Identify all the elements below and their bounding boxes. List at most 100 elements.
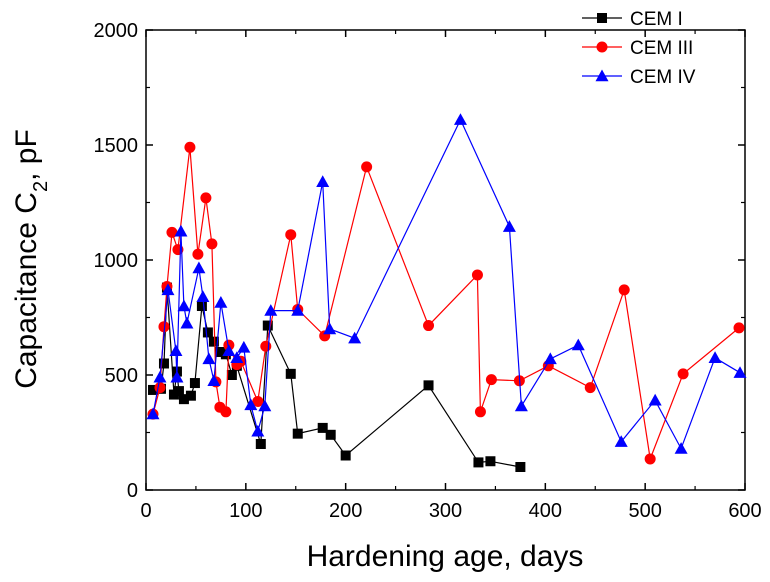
data-point-cem-iii	[733, 322, 745, 334]
data-point-cem-i	[340, 450, 351, 461]
data-point-cem-iv	[291, 304, 305, 316]
data-point-cem-iv	[348, 331, 362, 344]
y-axis-title: Capacitance C2, pF	[10, 129, 52, 389]
data-point-cem-iii	[220, 406, 232, 418]
data-point-cem-iv	[614, 435, 628, 447]
data-point-cem-iv	[222, 344, 236, 357]
data-point-cem-iv	[316, 175, 330, 187]
data-point-cem-iv	[648, 393, 662, 406]
data-point-cem-iii	[471, 269, 483, 281]
y-tick-label: 0	[127, 480, 138, 502]
series-line-cem-i	[152, 287, 521, 468]
data-point-cem-i	[173, 386, 184, 397]
y-tick-label: 500	[105, 365, 138, 387]
data-point-cem-iii	[154, 382, 166, 394]
series-cem-iv	[146, 113, 747, 454]
data-point-cem-iv	[153, 370, 167, 383]
legend-label-cem-iii: CEM III	[630, 38, 693, 59]
x-tick-label: 100	[229, 500, 262, 522]
data-point-cem-iv	[202, 352, 216, 365]
y-tick-label: 1500	[94, 135, 139, 157]
x-tick-label: 0	[140, 500, 151, 522]
data-point-cem-iv	[161, 283, 175, 296]
data-point-cem-iv	[733, 366, 747, 378]
y-tick-labels: 0 500 1000 1500 2000	[94, 20, 139, 502]
data-point-cem-iv	[214, 296, 228, 308]
data-point-cem-iii	[252, 395, 264, 407]
y-tick-label: 1000	[94, 250, 139, 272]
x-axis-title: Hardening age, days	[307, 540, 584, 573]
legend-label-cem-iv: CEM IV	[630, 67, 696, 88]
data-point-cem-iii	[618, 284, 630, 296]
data-point-cem-iv	[170, 370, 184, 383]
x-tick-label: 500	[628, 500, 661, 522]
data-point-cem-i	[185, 390, 196, 401]
data-point-cem-iv	[196, 290, 210, 302]
data-point-cem-iv	[258, 399, 272, 412]
y-tick-label: 2000	[94, 20, 139, 42]
y-axis-title-unit: , pF	[10, 129, 43, 181]
data-point-cem-iv	[169, 344, 183, 357]
data-point-cem-iv	[244, 398, 258, 411]
data-point-cem-i	[292, 428, 303, 439]
data-point-cem-iii	[184, 141, 196, 153]
data-point-cem-iv	[514, 399, 528, 412]
legend-marker-cem-iii	[596, 41, 608, 53]
data-point-cem-iii	[423, 320, 435, 332]
data-point-cem-iii	[200, 192, 212, 204]
axes-frame	[145, 29, 746, 491]
data-point-cem-iii	[644, 453, 656, 465]
data-point-cem-i	[285, 368, 296, 379]
data-point-cem-iii	[485, 374, 497, 386]
data-point-cem-iii	[192, 248, 204, 260]
y-axis-title-main: Capacitance C	[10, 192, 43, 389]
data-point-cem-iv	[453, 113, 467, 125]
x-tick-label: 200	[329, 500, 362, 522]
data-point-cem-iv	[571, 338, 585, 351]
data-point-cem-iv	[177, 299, 191, 312]
data-point-cem-i	[158, 358, 169, 369]
series-cem-iii	[147, 141, 745, 465]
data-point-cem-iv	[207, 374, 221, 386]
data-point-cem-i	[325, 429, 336, 440]
data-point-cem-iii	[361, 161, 373, 173]
data-point-cem-i	[515, 462, 526, 472]
legend-item-cem-i: CEM I	[582, 9, 683, 30]
data-point-cem-i	[214, 347, 225, 357]
legend-label-cem-i: CEM I	[630, 9, 683, 30]
data-point-cem-i	[255, 439, 266, 449]
x-tick-label: 300	[429, 500, 462, 522]
data-point-cem-iii	[206, 238, 218, 250]
x-tick-label: 600	[728, 500, 761, 522]
legend-item-cem-iv: CEM IV	[582, 67, 696, 88]
data-point-cem-i	[226, 370, 237, 380]
data-series	[146, 113, 747, 472]
legend-marker-cem-iv	[595, 69, 609, 82]
data-point-cem-iv	[174, 224, 188, 237]
data-point-cem-iv	[146, 407, 160, 420]
data-point-cem-iii	[158, 321, 170, 333]
data-point-cem-iii	[474, 406, 486, 418]
data-point-cem-iv	[264, 304, 278, 316]
data-point-cem-i	[423, 380, 434, 391]
data-point-cem-iv	[192, 261, 206, 274]
data-point-cem-iv	[237, 340, 251, 353]
data-point-cem-i	[317, 422, 328, 433]
data-point-cem-i	[196, 301, 207, 311]
data-point-cem-iv	[230, 351, 244, 363]
data-point-cem-i	[147, 384, 158, 395]
data-point-cem-i	[202, 327, 213, 338]
data-point-cem-iv	[323, 322, 337, 335]
data-point-cem-iv	[674, 442, 688, 454]
data-point-cem-iv	[502, 220, 516, 232]
series-line-cem-iv	[152, 118, 741, 451]
data-point-cem-iv	[251, 424, 265, 437]
data-point-cem-iii	[584, 382, 596, 394]
legend: CEM I CEM III CEM IV	[582, 9, 696, 88]
data-point-cem-iv	[543, 352, 557, 365]
x-tick-label: 400	[529, 500, 562, 522]
data-point-cem-iv	[180, 316, 194, 329]
data-point-cem-iii	[285, 229, 297, 241]
data-point-cem-iv	[708, 351, 722, 363]
